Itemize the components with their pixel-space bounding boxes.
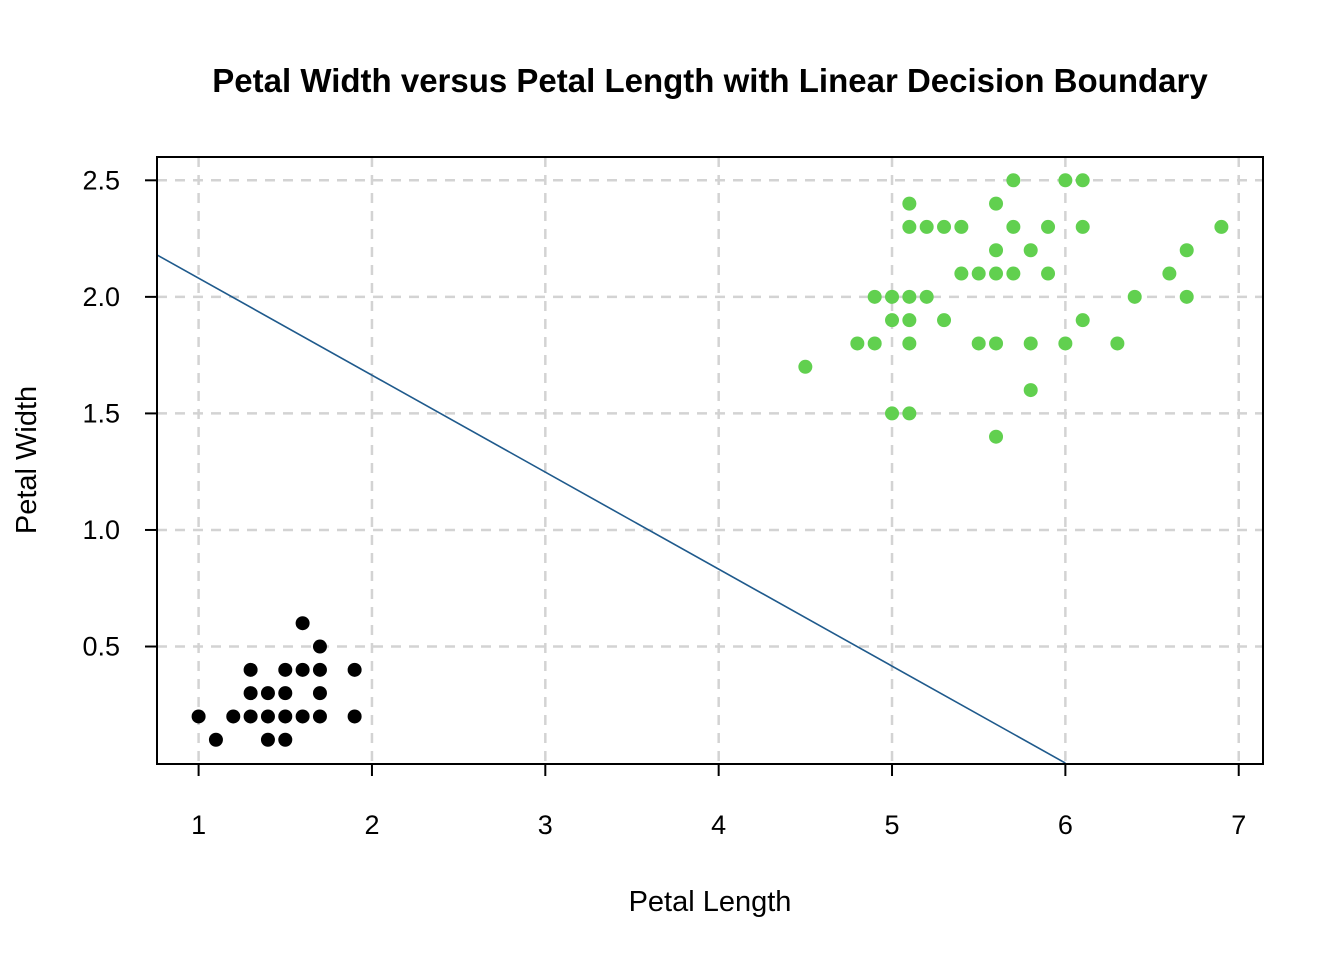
data-point-series-1 (260, 709, 275, 724)
data-point-series-2 (1023, 383, 1038, 398)
data-point-series-2 (1127, 289, 1142, 304)
data-point-series-1 (260, 732, 275, 747)
y-tick-label: 1.5 (82, 398, 120, 428)
data-point-series-1 (278, 732, 293, 747)
data-point-series-2 (919, 219, 934, 234)
data-point-series-2 (954, 266, 969, 281)
data-point-series-2 (902, 289, 917, 304)
data-point-series-2 (937, 219, 952, 234)
data-point-series-2 (1023, 243, 1038, 258)
data-point-series-2 (989, 196, 1004, 211)
plot-frame (156, 156, 1264, 765)
data-point-series-2 (1006, 266, 1021, 281)
data-point-series-1 (347, 662, 362, 677)
data-point-series-1 (243, 686, 258, 701)
data-point-series-1 (191, 709, 206, 724)
y-tick-label: 1.0 (82, 515, 120, 545)
data-point-series-2 (1006, 173, 1021, 188)
data-point-series-1 (243, 709, 258, 724)
data-point-series-1 (312, 639, 327, 654)
y-tick-label: 0.5 (82, 632, 120, 662)
data-point-series-2 (989, 336, 1004, 351)
data-point-series-2 (902, 406, 917, 421)
data-point-series-2 (1058, 173, 1073, 188)
x-tick-label: 7 (1231, 810, 1246, 840)
x-tick-label: 5 (885, 810, 900, 840)
data-point-series-2 (885, 289, 900, 304)
data-point-series-1 (208, 732, 223, 747)
data-point-series-2 (919, 289, 934, 304)
data-point-series-2 (885, 313, 900, 328)
y-axis-label: Petal Width (11, 386, 43, 534)
data-point-series-2 (885, 406, 900, 421)
y-axis: 0.5 1.0 1.5 2.0 2.5 (82, 165, 157, 662)
x-tick-label: 4 (711, 810, 726, 840)
data-point-series-2 (1075, 219, 1090, 234)
data-points (191, 173, 1229, 747)
decision-boundary-layer (156, 254, 1066, 764)
data-point-series-2 (1162, 266, 1177, 281)
data-point-series-1 (260, 686, 275, 701)
decision-boundary-line (156, 254, 1066, 764)
data-point-series-1 (278, 709, 293, 724)
data-point-series-1 (347, 709, 362, 724)
data-point-series-2 (1179, 243, 1194, 258)
data-point-series-2 (850, 336, 865, 351)
data-point-series-1 (295, 616, 310, 631)
data-point-series-2 (989, 429, 1004, 444)
chart-title: Petal Width versus Petal Length with Lin… (212, 62, 1208, 99)
x-axis-label: Petal Length (629, 886, 792, 918)
data-point-series-2 (1075, 313, 1090, 328)
data-point-series-1 (295, 709, 310, 724)
x-tick-label: 1 (191, 810, 206, 840)
data-point-series-2 (971, 266, 986, 281)
data-point-series-2 (902, 196, 917, 211)
data-point-series-1 (312, 686, 327, 701)
data-point-series-2 (954, 219, 969, 234)
data-point-series-2 (902, 336, 917, 351)
data-point-series-2 (867, 336, 882, 351)
data-point-series-2 (989, 243, 1004, 258)
data-point-series-1 (278, 686, 293, 701)
x-tick-label: 2 (364, 810, 379, 840)
data-point-series-2 (1075, 173, 1090, 188)
data-point-series-2 (1041, 219, 1056, 234)
data-point-series-1 (278, 662, 293, 677)
y-tick-label: 2.5 (82, 165, 120, 195)
y-tick-label: 2.0 (82, 282, 120, 312)
data-point-series-2 (971, 336, 986, 351)
data-point-series-2 (1023, 336, 1038, 351)
data-point-series-1 (243, 662, 258, 677)
x-axis: 1 2 3 4 5 6 7 (191, 764, 1246, 840)
data-point-series-2 (1041, 266, 1056, 281)
x-tick-label: 3 (538, 810, 553, 840)
data-point-series-2 (1058, 336, 1073, 351)
data-point-series-2 (902, 219, 917, 234)
data-point-series-2 (1006, 219, 1021, 234)
data-point-series-1 (226, 709, 241, 724)
data-point-series-2 (1214, 219, 1229, 234)
data-point-series-2 (1110, 336, 1125, 351)
x-tick-label: 6 (1058, 810, 1073, 840)
data-point-series-2 (867, 289, 882, 304)
data-point-series-2 (902, 313, 917, 328)
data-point-series-2 (937, 313, 952, 328)
data-point-series-2 (798, 359, 813, 374)
data-point-series-1 (312, 662, 327, 677)
data-point-series-1 (312, 709, 327, 724)
data-point-series-2 (1179, 289, 1194, 304)
data-point-series-2 (989, 266, 1004, 281)
data-point-series-1 (295, 662, 310, 677)
